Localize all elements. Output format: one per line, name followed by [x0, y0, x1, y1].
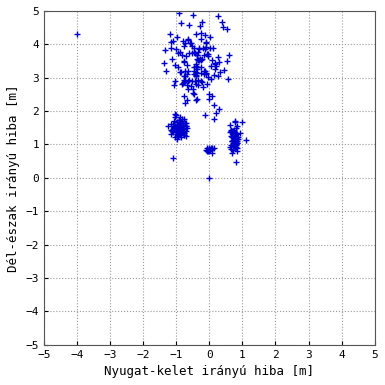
Y-axis label: Dél-észak irányú hiba [m]: Dél-észak irányú hiba [m] — [7, 84, 20, 271]
X-axis label: Nyugat-kelet irányú hiba [m]: Nyugat-kelet irányú hiba [m] — [104, 365, 314, 378]
